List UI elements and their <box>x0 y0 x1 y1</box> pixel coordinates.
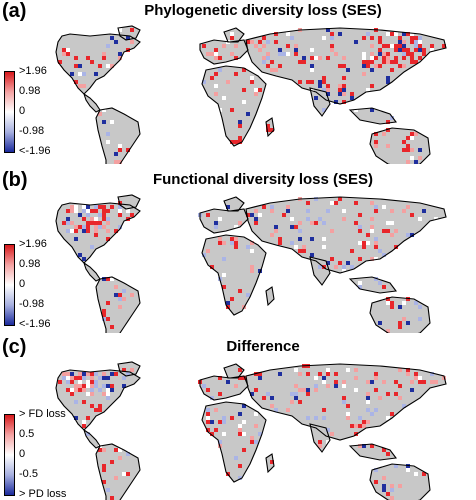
legend-color-bar <box>4 244 15 326</box>
legend-label: > FD loss <box>19 408 66 420</box>
legend-label: -0.5 <box>19 468 38 480</box>
panel-title: Functional diversity loss (SES) <box>152 171 374 188</box>
legend-label: 0 <box>19 278 26 290</box>
legend-label: <-1.96 <box>19 318 51 330</box>
panel-a: (a) Phylogenetic diversity loss (SES) >1… <box>0 0 476 164</box>
panel-letter: (c) <box>2 336 27 358</box>
panel-letter: (b) <box>2 169 28 191</box>
legend-label: 0.98 <box>19 258 41 270</box>
legend-label: 0 <box>19 448 26 460</box>
world-map-c <box>55 361 447 500</box>
legend-label: -0.98 <box>19 125 45 137</box>
panel-letter: (a) <box>2 0 27 22</box>
legend-label: -0.98 <box>19 298 45 310</box>
legend-label: 0 <box>19 105 26 117</box>
panel-b: (b) Functional diversity loss (SES) >1.9… <box>0 169 476 333</box>
legend-label: <-1.96 <box>19 145 51 157</box>
legend-label: >1.96 <box>19 238 47 250</box>
panel-title: Difference <box>226 338 300 355</box>
legend-color-bar <box>4 71 15 153</box>
world-map-a <box>55 25 447 164</box>
legend-label: > PD loss <box>19 488 67 500</box>
legend-label: 0.98 <box>19 85 41 97</box>
panel-c: (c) Difference > FD loss 0.5 0 -0.5 > PD… <box>0 336 476 500</box>
world-map-b <box>55 194 447 333</box>
legend-color-bar <box>4 414 15 496</box>
legend-label: 0.5 <box>19 428 35 440</box>
legend-label: >1.96 <box>19 65 47 77</box>
panel-title: Phylogenetic diversity loss (SES) <box>144 2 382 19</box>
